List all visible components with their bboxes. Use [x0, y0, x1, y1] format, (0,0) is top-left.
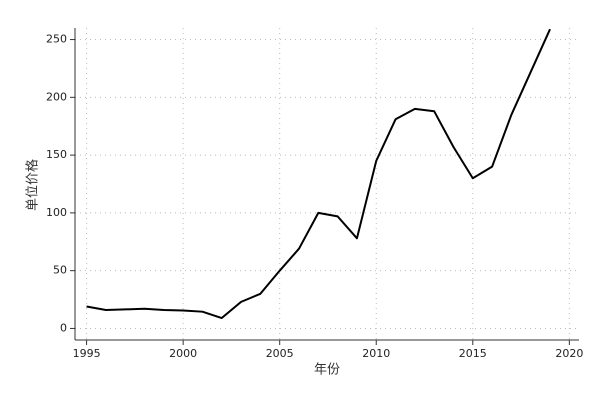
- x-tick-label: 2010: [362, 347, 390, 360]
- y-tick-label: 250: [46, 33, 67, 46]
- y-axis-title: 单位价格: [25, 159, 41, 211]
- x-tick-label: 2005: [266, 347, 294, 360]
- y-tick-label: 0: [60, 321, 67, 334]
- x-tick-label: 1995: [73, 347, 101, 360]
- y-tick-label: 200: [46, 90, 67, 103]
- x-tick-label: 2015: [459, 347, 487, 360]
- y-tick-label: 100: [46, 206, 67, 219]
- x-axis-title: 年份: [314, 363, 340, 378]
- line: [86, 28, 551, 320]
- y-tick-label: 50: [53, 264, 67, 277]
- y-tick-label: 150: [46, 148, 67, 161]
- x-tick-label: 2020: [555, 347, 583, 360]
- x-tick-label: 2000: [169, 347, 197, 360]
